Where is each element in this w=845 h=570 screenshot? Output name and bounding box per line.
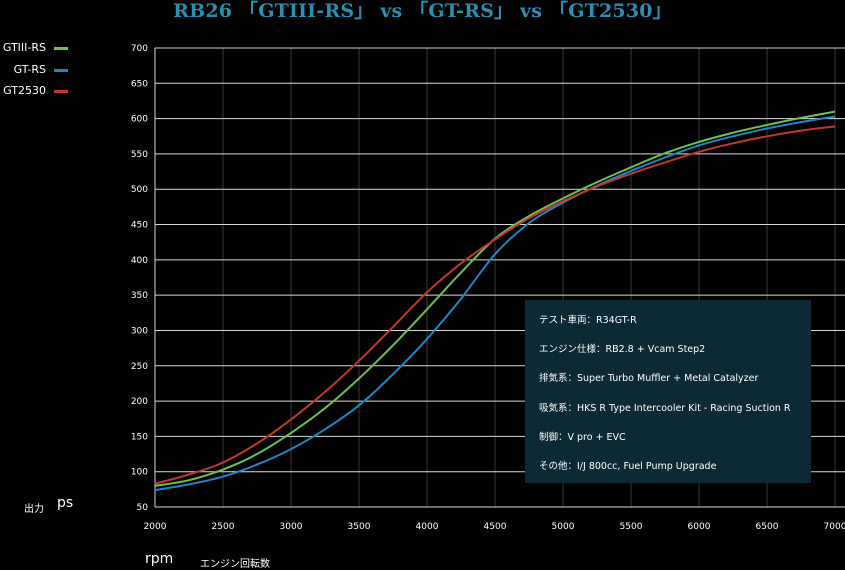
x-tick-label: 4000 (416, 522, 439, 532)
x-tick-label: 3000 (280, 522, 303, 532)
y-tick-label: 450 (131, 221, 148, 231)
x-tick-label: 2000 (144, 522, 167, 532)
legend-label: GT-RS (13, 63, 46, 76)
y-tick-label: 600 (131, 115, 148, 125)
y-tick-label: 200 (131, 397, 148, 407)
y-tick-label: 250 (131, 362, 148, 372)
x-axis-label-jp: エンジン回転数 (200, 559, 270, 570)
y-axis-label-jp: 出力 (24, 504, 44, 515)
x-tick-label: 4500 (484, 522, 507, 532)
legend-item-gtiii-rs: GTIII-RS (0, 41, 80, 57)
y-tick-label: 400 (131, 256, 148, 266)
y-tick-label: 150 (131, 432, 148, 442)
spec-exhaust: 排気系：Super Turbo Muffler + Metal Catalyze… (539, 373, 759, 384)
legend-item-gt-rs: GT-RS (0, 63, 80, 79)
x-tick-label: 6500 (756, 522, 779, 532)
x-tick-label: 5500 (620, 522, 643, 532)
legend-item-gt2530: GT2530 (0, 84, 80, 100)
x-tick-label: 2500 (212, 522, 235, 532)
legend-label: GT2530 (3, 84, 46, 97)
series-line-gt2530 (154, 125, 836, 485)
spec-intake: 吸気系：HKS R Type Intercooler Kit - Racing … (539, 403, 791, 414)
spec-test-vehicle: テスト車両：R34GT-R (539, 315, 637, 326)
spec-other: その他：I/J 800cc, Fuel Pump Upgrade (539, 461, 717, 472)
legend-swatch (54, 69, 68, 72)
series-line-gt-rs (154, 115, 836, 492)
y-tick-label: 550 (131, 150, 148, 160)
y-tick-label: 350 (131, 291, 148, 301)
chart-title: RB26 「GTIII-RS」 vs 「GT-RS」 vs 「GT2530」 (173, 0, 672, 22)
x-tick-label: 6000 (688, 522, 711, 532)
spec-control: 制御：V pro + EVC (539, 432, 626, 443)
legend-swatch (54, 90, 68, 93)
legend-swatch (54, 47, 68, 50)
y-tick-label: 100 (131, 468, 148, 478)
y-axis-unit: ps (57, 495, 74, 511)
x-tick-label: 7000 (824, 522, 845, 532)
spec-engine: エンジン仕様：RB2.8 + Vcam Step2 (539, 344, 706, 355)
y-tick-label: 50 (137, 503, 149, 513)
y-tick-label: 700 (131, 44, 148, 54)
legend-label: GTIII-RS (2, 41, 46, 54)
x-tick-label: 5000 (552, 522, 575, 532)
spec-panel: テスト車両：R34GT-R エンジン仕様：RB2.8 + Vcam Step2 … (525, 300, 811, 483)
y-tick-label: 300 (131, 326, 148, 336)
x-axis-unit: rpm (145, 551, 174, 567)
y-tick-label: 650 (131, 79, 148, 89)
x-tick-label: 3500 (348, 522, 371, 532)
y-tick-label: 500 (131, 185, 148, 195)
